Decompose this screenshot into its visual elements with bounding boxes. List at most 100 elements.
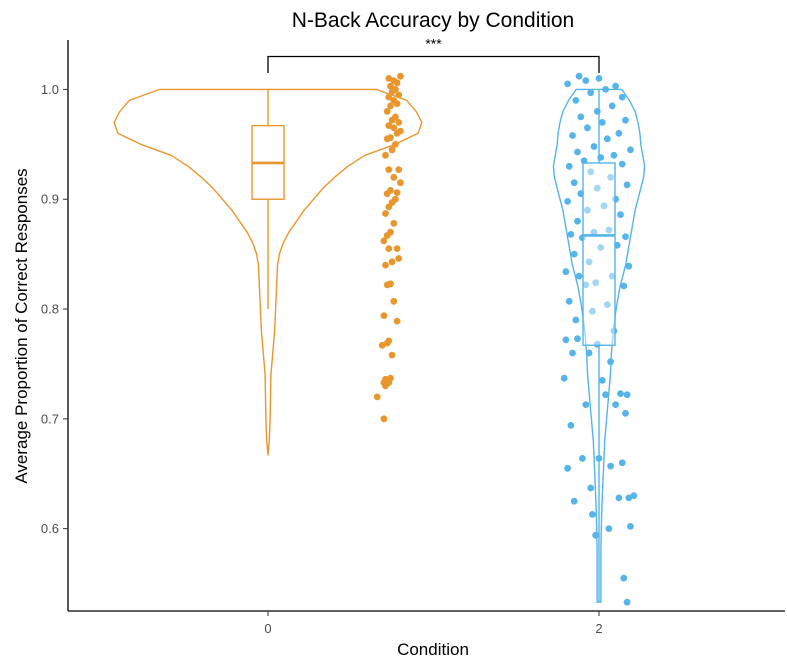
data-point bbox=[625, 262, 633, 270]
data-point bbox=[569, 349, 576, 357]
data-point bbox=[603, 301, 611, 308]
data-point bbox=[602, 86, 609, 93]
data-point bbox=[585, 258, 593, 266]
data-point bbox=[382, 382, 389, 390]
data-point bbox=[395, 255, 403, 262]
data-point bbox=[582, 281, 590, 289]
data-point bbox=[565, 297, 573, 305]
data-point bbox=[615, 494, 623, 502]
x-tick-label: 0 bbox=[264, 621, 271, 636]
data-point bbox=[627, 146, 634, 154]
data-point bbox=[392, 195, 399, 203]
data-point bbox=[380, 237, 388, 245]
data-point bbox=[618, 459, 626, 467]
data-point bbox=[395, 91, 403, 99]
data-point bbox=[622, 409, 629, 417]
data-point bbox=[617, 211, 624, 219]
data-point bbox=[385, 337, 393, 345]
data-point bbox=[397, 72, 404, 80]
y-tick-label: 0.9 bbox=[41, 192, 59, 207]
data-point bbox=[582, 401, 590, 408]
data-point bbox=[387, 228, 394, 236]
y-axis-title: Average Proportion of Correct Responses bbox=[12, 168, 31, 483]
data-point bbox=[610, 151, 618, 159]
data-point bbox=[607, 173, 614, 181]
data-point bbox=[380, 312, 388, 319]
data-point bbox=[567, 231, 575, 238]
data-point bbox=[574, 335, 581, 343]
data-point bbox=[393, 189, 401, 197]
data-point bbox=[387, 187, 394, 194]
data-point bbox=[567, 422, 575, 429]
data-point bbox=[608, 272, 616, 280]
data-point bbox=[575, 272, 583, 280]
data-point bbox=[382, 210, 389, 217]
data-point bbox=[612, 401, 619, 408]
violin-shape bbox=[552, 88, 646, 603]
data-point bbox=[597, 154, 605, 161]
data-point bbox=[630, 492, 638, 500]
data-point bbox=[387, 134, 394, 142]
data-point bbox=[387, 82, 394, 90]
data-point bbox=[598, 119, 606, 126]
x-axis-title: Condition bbox=[397, 640, 469, 659]
data-point bbox=[608, 102, 616, 110]
data-point bbox=[620, 282, 628, 290]
data-point bbox=[395, 166, 403, 174]
data-point bbox=[385, 166, 393, 174]
data-point bbox=[569, 132, 576, 139]
data-point bbox=[560, 374, 568, 382]
data-point bbox=[592, 531, 600, 539]
data-point bbox=[385, 93, 393, 101]
data-point bbox=[380, 415, 388, 423]
data-point bbox=[397, 127, 404, 135]
data-point bbox=[390, 297, 398, 305]
data-point bbox=[595, 75, 603, 82]
data-point bbox=[387, 280, 394, 288]
data-point bbox=[392, 86, 399, 93]
data-point bbox=[574, 148, 581, 156]
data-point bbox=[587, 484, 595, 492]
data-point bbox=[620, 574, 628, 582]
data-point bbox=[618, 93, 626, 101]
plot-area: 0.6 0.7 0.8 0.9 1.0 0 2 *** bbox=[41, 35, 785, 636]
data-point bbox=[387, 102, 394, 110]
data-point bbox=[570, 179, 578, 187]
data-point bbox=[393, 317, 401, 325]
data-point bbox=[627, 523, 634, 530]
data-point bbox=[562, 268, 570, 276]
data-point bbox=[385, 75, 393, 82]
data-point bbox=[612, 82, 619, 90]
data-point bbox=[592, 279, 600, 287]
y-tick-label: 0.8 bbox=[41, 302, 59, 317]
data-point bbox=[390, 97, 398, 104]
data-point bbox=[564, 198, 571, 205]
data-point bbox=[607, 358, 614, 366]
data-point bbox=[590, 228, 598, 236]
data-point bbox=[385, 122, 393, 129]
y-tick-label: 1.0 bbox=[41, 82, 59, 97]
data-point bbox=[392, 113, 399, 121]
data-point bbox=[562, 336, 570, 344]
data-point bbox=[605, 525, 613, 532]
data-point bbox=[598, 377, 606, 384]
data-point bbox=[373, 393, 381, 401]
data-point bbox=[575, 72, 583, 80]
data-point bbox=[388, 351, 396, 359]
data-point bbox=[622, 233, 629, 241]
data-point bbox=[382, 375, 389, 383]
data-point bbox=[383, 108, 391, 115]
data-point bbox=[564, 464, 571, 472]
data-point bbox=[600, 202, 608, 210]
data-point bbox=[574, 217, 581, 225]
data-point bbox=[595, 455, 603, 462]
data-point bbox=[607, 462, 614, 470]
data-point bbox=[570, 250, 578, 258]
data-point bbox=[589, 511, 596, 518]
data-point bbox=[593, 184, 601, 192]
significance-bracket bbox=[267, 55, 600, 73]
data-point bbox=[618, 160, 626, 168]
data-point bbox=[589, 307, 596, 315]
data-point bbox=[617, 390, 624, 397]
data-point bbox=[390, 220, 398, 227]
